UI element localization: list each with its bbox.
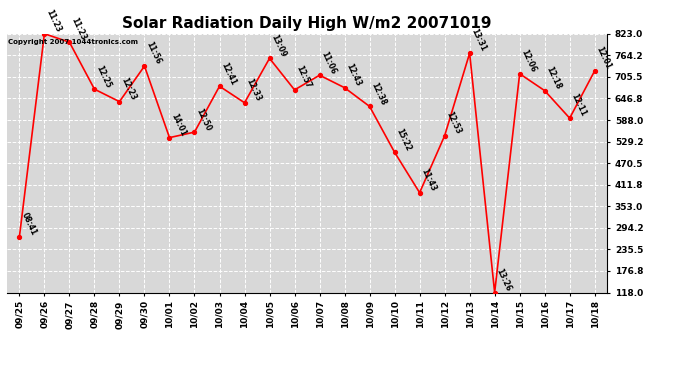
- Text: 12:11: 12:11: [570, 93, 588, 118]
- Text: 11:23: 11:23: [70, 16, 88, 42]
- Text: 13:26: 13:26: [495, 267, 513, 292]
- Text: 12:38: 12:38: [370, 81, 388, 106]
- Text: 11:43: 11:43: [420, 167, 438, 193]
- Text: 12:50: 12:50: [195, 106, 213, 132]
- Text: 12:25: 12:25: [95, 64, 112, 89]
- Title: Solar Radiation Daily High W/m2 20071019: Solar Radiation Daily High W/m2 20071019: [122, 16, 492, 31]
- Text: Copyright 2007 1044tronics.com: Copyright 2007 1044tronics.com: [8, 39, 137, 45]
- Text: 12:41: 12:41: [219, 61, 238, 86]
- Text: 12:57: 12:57: [295, 64, 313, 90]
- Text: 12:06: 12:06: [520, 48, 538, 74]
- Text: 08:41: 08:41: [19, 211, 38, 237]
- Text: 12:43: 12:43: [344, 62, 363, 88]
- Text: 12:33: 12:33: [244, 77, 263, 103]
- Text: 14:01: 14:01: [170, 112, 188, 138]
- Text: 11:06: 11:06: [319, 50, 338, 75]
- Text: 11:23: 11:23: [44, 8, 63, 34]
- Text: 12:23: 12:23: [119, 76, 138, 102]
- Text: 12:18: 12:18: [544, 65, 563, 91]
- Text: 12:53: 12:53: [444, 110, 463, 136]
- Text: 13:09: 13:09: [270, 33, 288, 58]
- Text: 11:56: 11:56: [144, 40, 163, 66]
- Text: 12:01: 12:01: [595, 45, 613, 71]
- Text: 15:22: 15:22: [395, 127, 413, 152]
- Text: 13:31: 13:31: [470, 27, 488, 53]
